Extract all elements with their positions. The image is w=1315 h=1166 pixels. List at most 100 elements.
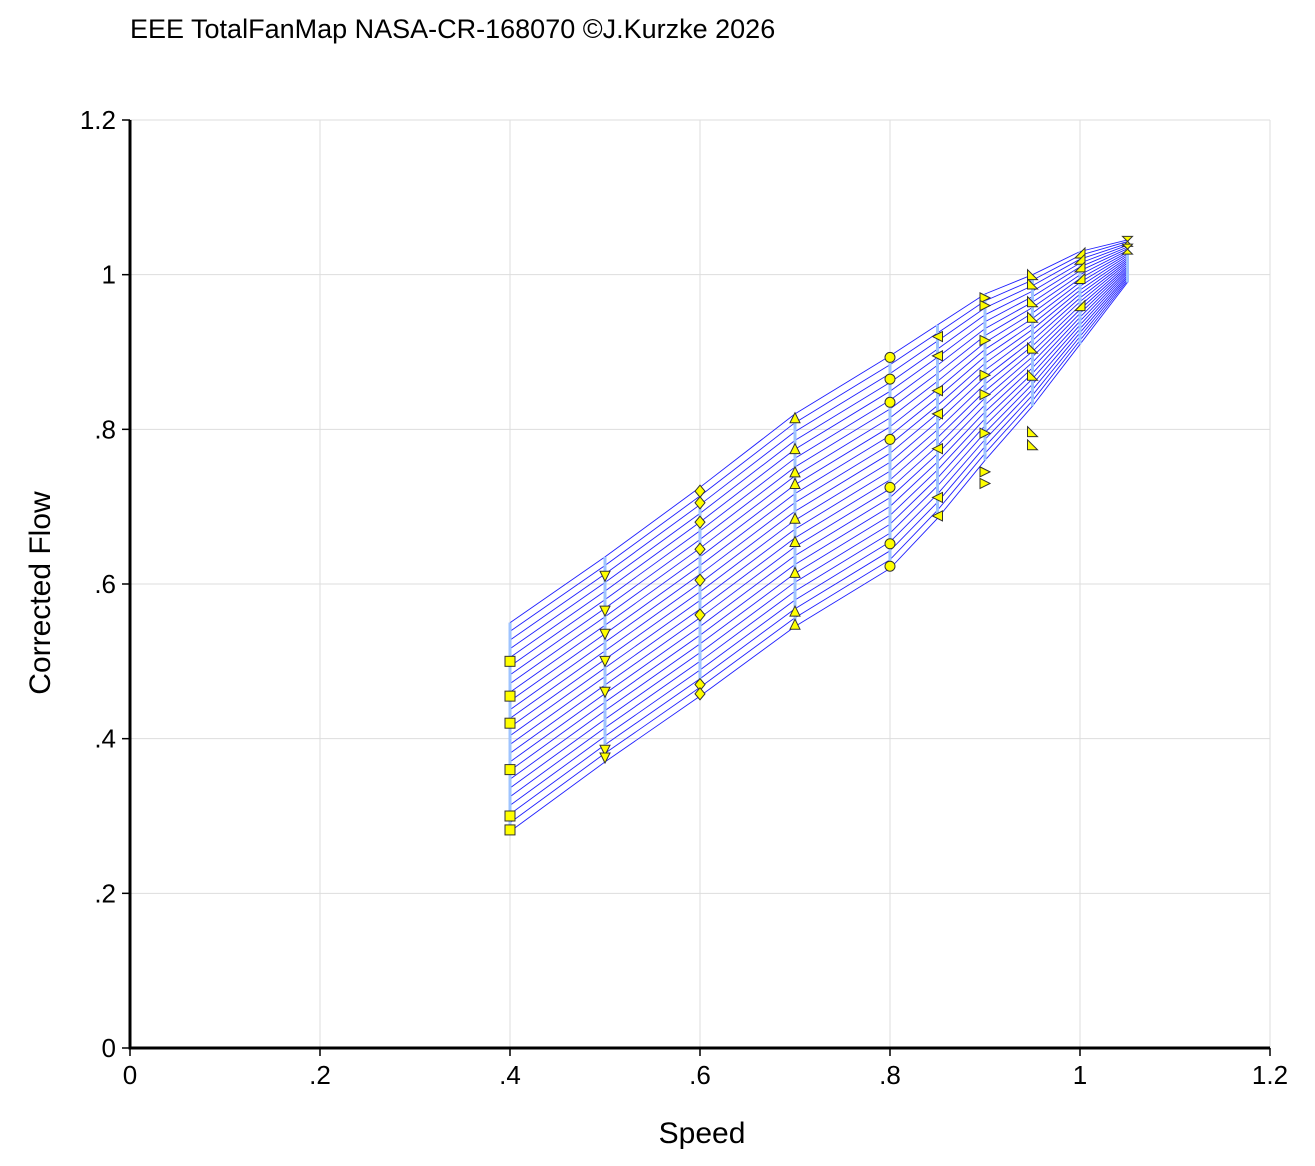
data-point (1073, 252, 1086, 265)
data-point (599, 752, 611, 765)
data-point (979, 369, 992, 382)
axes (122, 119, 1271, 1056)
data-point (979, 334, 992, 347)
data-point (884, 351, 896, 363)
chart-title: EEE TotalFanMap NASA-CR-168070 ©J.Kurzke… (130, 14, 776, 44)
x-axis-title: Speed (659, 1117, 746, 1150)
data-point (504, 764, 516, 776)
map-line (509, 267, 1128, 763)
map-line (509, 260, 1128, 728)
data-point (1027, 310, 1039, 323)
map-line (509, 248, 1128, 667)
y-tick-label: .6 (94, 569, 116, 599)
x-tick-label: .2 (309, 1060, 331, 1090)
x-tick-label: 1.2 (1252, 1060, 1288, 1090)
data-point (599, 628, 611, 641)
data-point (599, 686, 611, 699)
data-point (599, 744, 611, 757)
data-point (1027, 295, 1039, 308)
map-line (509, 239, 1128, 624)
data-point (504, 824, 516, 836)
speed-lines (508, 239, 1129, 832)
data-point (789, 442, 801, 455)
map-line (509, 253, 1128, 693)
map-line (509, 266, 1128, 754)
data-point (884, 396, 896, 408)
data-point (504, 690, 516, 702)
data-point (931, 384, 943, 397)
data-point (1027, 268, 1039, 281)
data-point (979, 427, 992, 440)
x-tick-label: .4 (499, 1060, 521, 1090)
y-tick-label: 1 (102, 260, 116, 290)
data-point (1073, 246, 1086, 259)
data-point (1027, 368, 1039, 381)
data-point (979, 292, 992, 304)
data-point (789, 411, 801, 424)
data-point (789, 535, 801, 547)
map-lines (509, 239, 1128, 832)
map-line (509, 241, 1128, 632)
data-point (694, 515, 706, 529)
map-line (509, 259, 1128, 719)
data-point (931, 330, 943, 343)
data-point (1027, 277, 1039, 290)
map-line (509, 264, 1128, 745)
data-point (694, 542, 706, 556)
data-point (599, 605, 611, 618)
data-point (694, 687, 706, 701)
data-point (789, 566, 801, 578)
x-tick-label: 0 (123, 1060, 137, 1090)
y-tick-label: 0 (102, 1033, 116, 1063)
x-tick-label: .6 (689, 1060, 711, 1090)
data-point (884, 481, 896, 493)
data-point (789, 604, 801, 617)
map-line (509, 255, 1128, 702)
data-point (1073, 299, 1086, 312)
data-point (789, 465, 801, 478)
data-markers (504, 235, 1134, 836)
data-point (979, 299, 992, 312)
data-point (1121, 243, 1134, 255)
data-point (1027, 341, 1039, 354)
data-point (789, 512, 801, 524)
map-line (509, 262, 1128, 737)
data-point (979, 388, 992, 401)
map-line (509, 278, 1128, 815)
data-point (789, 477, 801, 489)
data-point (789, 618, 801, 630)
map-line (509, 280, 1128, 824)
x-tick-label: 1 (1073, 1060, 1087, 1090)
data-point (931, 491, 943, 504)
data-point (694, 484, 706, 498)
y-tick-label: 1.2 (80, 105, 116, 135)
data-point (931, 350, 943, 362)
data-point (694, 608, 706, 622)
data-point (504, 810, 516, 822)
map-line (509, 244, 1128, 650)
map-line (509, 275, 1128, 798)
data-point (884, 538, 896, 550)
data-point (884, 433, 896, 445)
data-point (931, 510, 943, 522)
data-point (1027, 438, 1039, 451)
map-line (509, 276, 1128, 806)
map-line (509, 271, 1128, 780)
tick-labels: 0 .2 .4 .6 .8 1 1.2 0 .2 .4 .6 .8 1 1.2 (80, 105, 1288, 1090)
map-line (509, 251, 1128, 684)
data-point (1073, 272, 1086, 285)
data-point (979, 466, 992, 478)
map-line (509, 273, 1128, 789)
data-point (884, 560, 896, 572)
data-point (599, 655, 611, 668)
map-line (509, 246, 1128, 658)
map-line (509, 282, 1128, 832)
data-point (694, 573, 706, 587)
map-line (509, 242, 1128, 641)
data-point (504, 655, 516, 667)
data-point (599, 570, 611, 583)
data-point (1027, 425, 1039, 438)
data-point (931, 442, 943, 455)
data-point (1073, 260, 1086, 273)
